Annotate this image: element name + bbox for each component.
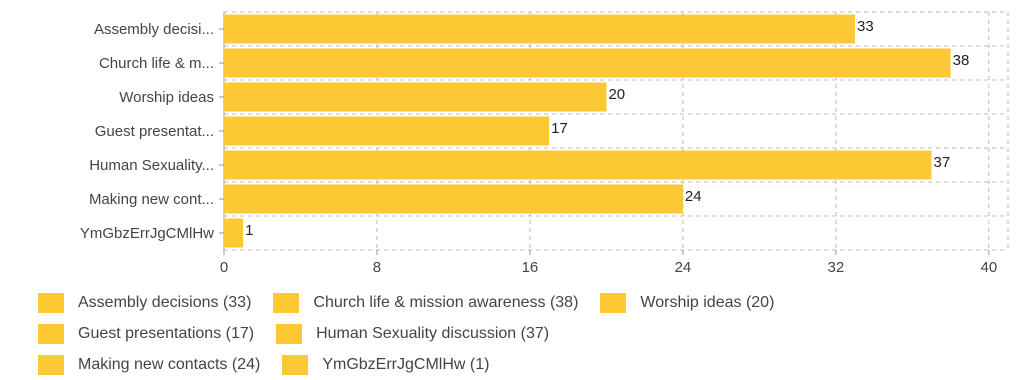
legend-swatch xyxy=(600,292,627,313)
data-label: 38 xyxy=(953,52,970,69)
data-label: 1 xyxy=(245,222,253,239)
data-label: 20 xyxy=(608,86,625,103)
data-label: 24 xyxy=(685,188,702,205)
x-tick-label: 0 xyxy=(220,259,228,276)
legend-item: Human Sexuality discussion (37) xyxy=(276,323,550,344)
bar xyxy=(224,184,683,214)
bar xyxy=(224,116,550,146)
bars xyxy=(224,14,951,248)
data-label: 33 xyxy=(857,18,874,35)
legend-swatch xyxy=(38,323,64,344)
legend-swatch xyxy=(38,354,64,375)
legend-item: Assembly decisions (33) xyxy=(38,292,252,313)
legend-item: Worship ideas (20) xyxy=(600,292,775,313)
legend-swatch xyxy=(276,323,303,344)
legend-item: Guest presentations (17) xyxy=(38,323,255,344)
category-label: Worship ideas xyxy=(119,89,214,106)
category-label: Making new cont... xyxy=(89,191,214,208)
legend-row: Assembly decisions (33) Church life & mis… xyxy=(38,287,1028,318)
category-label: Human Sexuality... xyxy=(89,157,214,174)
data-label: 17 xyxy=(551,120,568,137)
x-tick-label: 40 xyxy=(981,259,998,276)
legend-row: Making new contacts (24) YmGbzErrJgCMlHw … xyxy=(38,349,1028,380)
data-labels: 33 38 20 17 37 24 1 xyxy=(245,18,969,239)
legend-label: Assembly decisions (33) xyxy=(78,293,252,311)
legend-row: Guest presentations (17) Human Sexuality … xyxy=(38,318,1028,349)
bar xyxy=(224,14,856,44)
legend-swatch xyxy=(273,292,300,313)
bar xyxy=(224,48,951,78)
category-label: Assembly decisi... xyxy=(94,21,214,38)
legend-label: Making new contacts (24) xyxy=(78,355,261,373)
x-tick-label: 16 xyxy=(522,259,539,276)
bar xyxy=(224,82,607,112)
legend-label: Human Sexuality discussion (37) xyxy=(316,324,550,342)
grid-lines xyxy=(219,11,1009,251)
bar xyxy=(224,150,932,180)
category-label: Guest presentat... xyxy=(95,123,214,140)
legend-label: Worship ideas (20) xyxy=(640,293,775,311)
x-tick-label: 8 xyxy=(373,259,381,276)
bar-chart: Assembly decisi... Church life & m... Wors… xyxy=(80,11,1009,276)
x-tick-label: 32 xyxy=(828,259,845,276)
category-labels: Assembly decisi... Church life & m... Wors… xyxy=(80,21,214,242)
legend-swatch xyxy=(38,292,64,313)
legend-item: Making new contacts (24) xyxy=(38,354,261,375)
legend-label: Guest presentations (17) xyxy=(78,324,255,342)
legend-label: Church life & mission awareness (38) xyxy=(313,293,579,311)
legend-item: YmGbzErrJgCMlHw (1) xyxy=(282,354,490,375)
legend-label: YmGbzErrJgCMlHw (1) xyxy=(322,355,490,373)
legend-item: Church life & mission awareness (38) xyxy=(273,292,579,313)
bar xyxy=(224,218,244,248)
legend-swatch xyxy=(282,354,309,375)
category-label: Church life & m... xyxy=(99,55,214,72)
category-label: YmGbzErrJgCMlHw xyxy=(80,225,214,242)
legend: Assembly decisions (33) Church life & mis… xyxy=(38,287,1028,380)
x-axis-ticks: 0 8 16 24 32 40 xyxy=(220,250,997,276)
data-label: 37 xyxy=(934,154,951,171)
x-tick-label: 24 xyxy=(675,259,692,276)
